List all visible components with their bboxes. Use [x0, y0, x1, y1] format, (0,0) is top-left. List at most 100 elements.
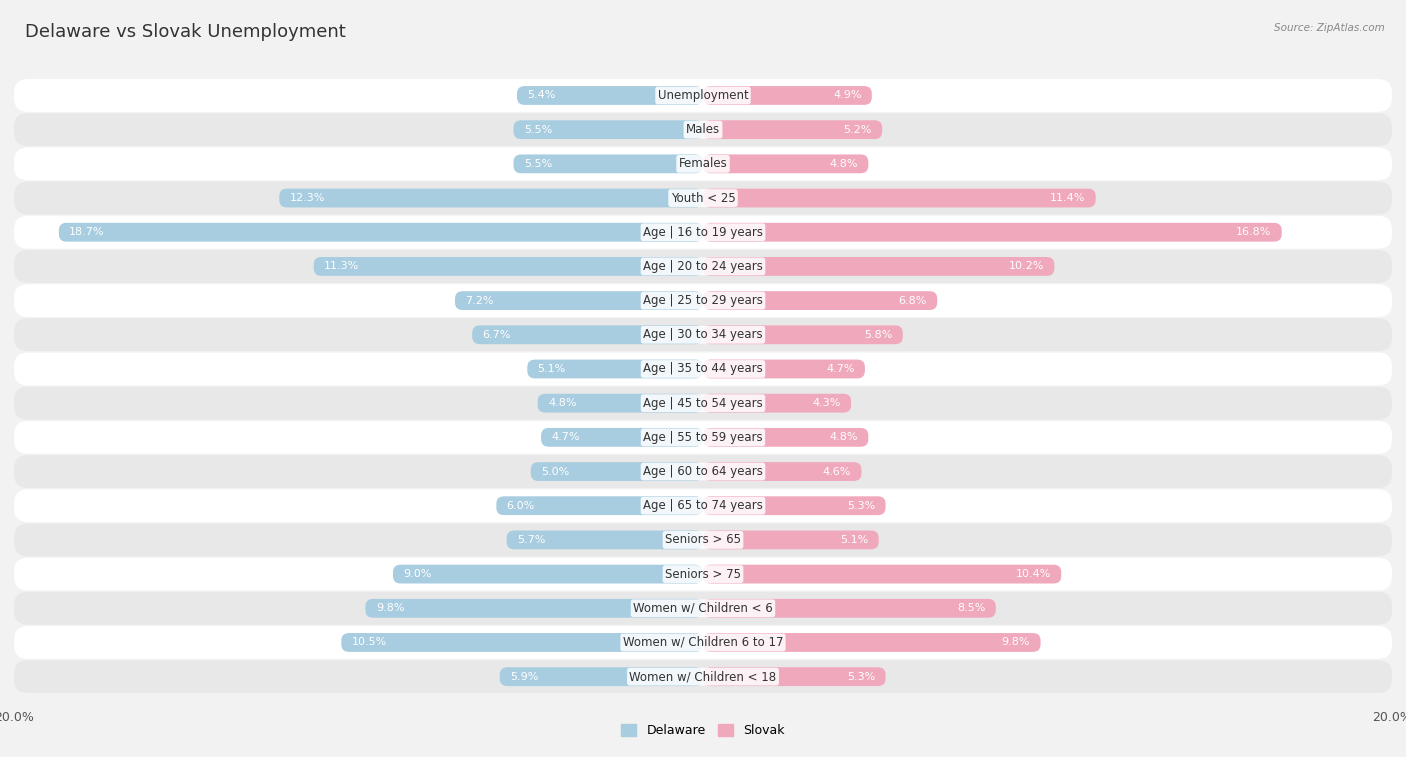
Text: 4.8%: 4.8% — [830, 432, 858, 442]
FancyBboxPatch shape — [527, 360, 703, 378]
FancyBboxPatch shape — [517, 86, 703, 105]
Text: Women w/ Children < 6: Women w/ Children < 6 — [633, 602, 773, 615]
FancyBboxPatch shape — [472, 326, 703, 344]
Text: 5.5%: 5.5% — [524, 125, 553, 135]
Text: 4.7%: 4.7% — [551, 432, 579, 442]
FancyBboxPatch shape — [513, 120, 703, 139]
Text: Women w/ Children < 18: Women w/ Children < 18 — [630, 670, 776, 683]
Text: 5.1%: 5.1% — [841, 535, 869, 545]
FancyBboxPatch shape — [280, 188, 703, 207]
Text: Age | 16 to 19 years: Age | 16 to 19 years — [643, 226, 763, 238]
Text: Age | 65 to 74 years: Age | 65 to 74 years — [643, 499, 763, 512]
FancyBboxPatch shape — [14, 319, 1392, 351]
FancyBboxPatch shape — [537, 394, 703, 413]
Text: 5.3%: 5.3% — [846, 500, 875, 511]
FancyBboxPatch shape — [14, 114, 1392, 146]
FancyBboxPatch shape — [703, 667, 886, 686]
FancyBboxPatch shape — [392, 565, 703, 584]
FancyBboxPatch shape — [14, 79, 1392, 112]
Text: 4.9%: 4.9% — [832, 91, 862, 101]
Text: 6.0%: 6.0% — [506, 500, 534, 511]
Text: Unemployment: Unemployment — [658, 89, 748, 102]
Text: 7.2%: 7.2% — [465, 295, 494, 306]
Text: 16.8%: 16.8% — [1236, 227, 1271, 237]
FancyBboxPatch shape — [703, 360, 865, 378]
FancyBboxPatch shape — [366, 599, 703, 618]
Text: Age | 60 to 64 years: Age | 60 to 64 years — [643, 465, 763, 478]
FancyBboxPatch shape — [14, 489, 1392, 522]
FancyBboxPatch shape — [703, 86, 872, 105]
Text: Females: Females — [679, 157, 727, 170]
FancyBboxPatch shape — [703, 633, 1040, 652]
Text: 10.2%: 10.2% — [1008, 261, 1045, 272]
Text: Age | 35 to 44 years: Age | 35 to 44 years — [643, 363, 763, 375]
Text: Youth < 25: Youth < 25 — [671, 192, 735, 204]
FancyBboxPatch shape — [14, 250, 1392, 283]
FancyBboxPatch shape — [14, 524, 1392, 556]
FancyBboxPatch shape — [703, 223, 1282, 241]
Text: Delaware vs Slovak Unemployment: Delaware vs Slovak Unemployment — [25, 23, 346, 41]
FancyBboxPatch shape — [506, 531, 703, 550]
Text: 11.3%: 11.3% — [323, 261, 360, 272]
FancyBboxPatch shape — [14, 421, 1392, 453]
Text: Age | 25 to 29 years: Age | 25 to 29 years — [643, 294, 763, 307]
Text: 4.7%: 4.7% — [827, 364, 855, 374]
FancyBboxPatch shape — [703, 326, 903, 344]
FancyBboxPatch shape — [342, 633, 703, 652]
FancyBboxPatch shape — [59, 223, 703, 241]
FancyBboxPatch shape — [14, 353, 1392, 385]
Text: 4.8%: 4.8% — [830, 159, 858, 169]
Text: 5.8%: 5.8% — [865, 330, 893, 340]
Text: 18.7%: 18.7% — [69, 227, 104, 237]
FancyBboxPatch shape — [703, 120, 882, 139]
Text: 5.4%: 5.4% — [527, 91, 555, 101]
FancyBboxPatch shape — [703, 291, 938, 310]
Text: 8.5%: 8.5% — [957, 603, 986, 613]
FancyBboxPatch shape — [703, 257, 1054, 276]
Text: 5.1%: 5.1% — [537, 364, 565, 374]
Text: Males: Males — [686, 123, 720, 136]
Text: 10.5%: 10.5% — [352, 637, 387, 647]
FancyBboxPatch shape — [541, 428, 703, 447]
FancyBboxPatch shape — [456, 291, 703, 310]
FancyBboxPatch shape — [14, 387, 1392, 419]
Text: 12.3%: 12.3% — [290, 193, 325, 203]
FancyBboxPatch shape — [703, 599, 995, 618]
Legend: Delaware, Slovak: Delaware, Slovak — [616, 719, 790, 743]
FancyBboxPatch shape — [703, 565, 1062, 584]
Text: 9.0%: 9.0% — [404, 569, 432, 579]
FancyBboxPatch shape — [703, 462, 862, 481]
FancyBboxPatch shape — [14, 216, 1392, 248]
FancyBboxPatch shape — [14, 592, 1392, 625]
FancyBboxPatch shape — [14, 660, 1392, 693]
FancyBboxPatch shape — [14, 626, 1392, 659]
Text: 5.3%: 5.3% — [846, 671, 875, 681]
FancyBboxPatch shape — [14, 455, 1392, 488]
FancyBboxPatch shape — [531, 462, 703, 481]
FancyBboxPatch shape — [14, 558, 1392, 590]
Text: 9.8%: 9.8% — [375, 603, 405, 613]
FancyBboxPatch shape — [496, 497, 703, 515]
FancyBboxPatch shape — [314, 257, 703, 276]
FancyBboxPatch shape — [703, 497, 886, 515]
FancyBboxPatch shape — [703, 394, 851, 413]
Text: Seniors > 65: Seniors > 65 — [665, 534, 741, 547]
FancyBboxPatch shape — [14, 284, 1392, 317]
FancyBboxPatch shape — [499, 667, 703, 686]
FancyBboxPatch shape — [14, 182, 1392, 214]
Text: 5.7%: 5.7% — [517, 535, 546, 545]
FancyBboxPatch shape — [513, 154, 703, 173]
FancyBboxPatch shape — [703, 154, 869, 173]
Text: 6.7%: 6.7% — [482, 330, 510, 340]
Text: Age | 20 to 24 years: Age | 20 to 24 years — [643, 260, 763, 273]
Text: 4.8%: 4.8% — [548, 398, 576, 408]
Text: 9.8%: 9.8% — [1001, 637, 1031, 647]
Text: 5.0%: 5.0% — [541, 466, 569, 477]
Text: Age | 55 to 59 years: Age | 55 to 59 years — [643, 431, 763, 444]
Text: 5.2%: 5.2% — [844, 125, 872, 135]
Text: Age | 45 to 54 years: Age | 45 to 54 years — [643, 397, 763, 410]
Text: 4.3%: 4.3% — [813, 398, 841, 408]
Text: 5.5%: 5.5% — [524, 159, 553, 169]
Text: 6.8%: 6.8% — [898, 295, 927, 306]
FancyBboxPatch shape — [14, 148, 1392, 180]
